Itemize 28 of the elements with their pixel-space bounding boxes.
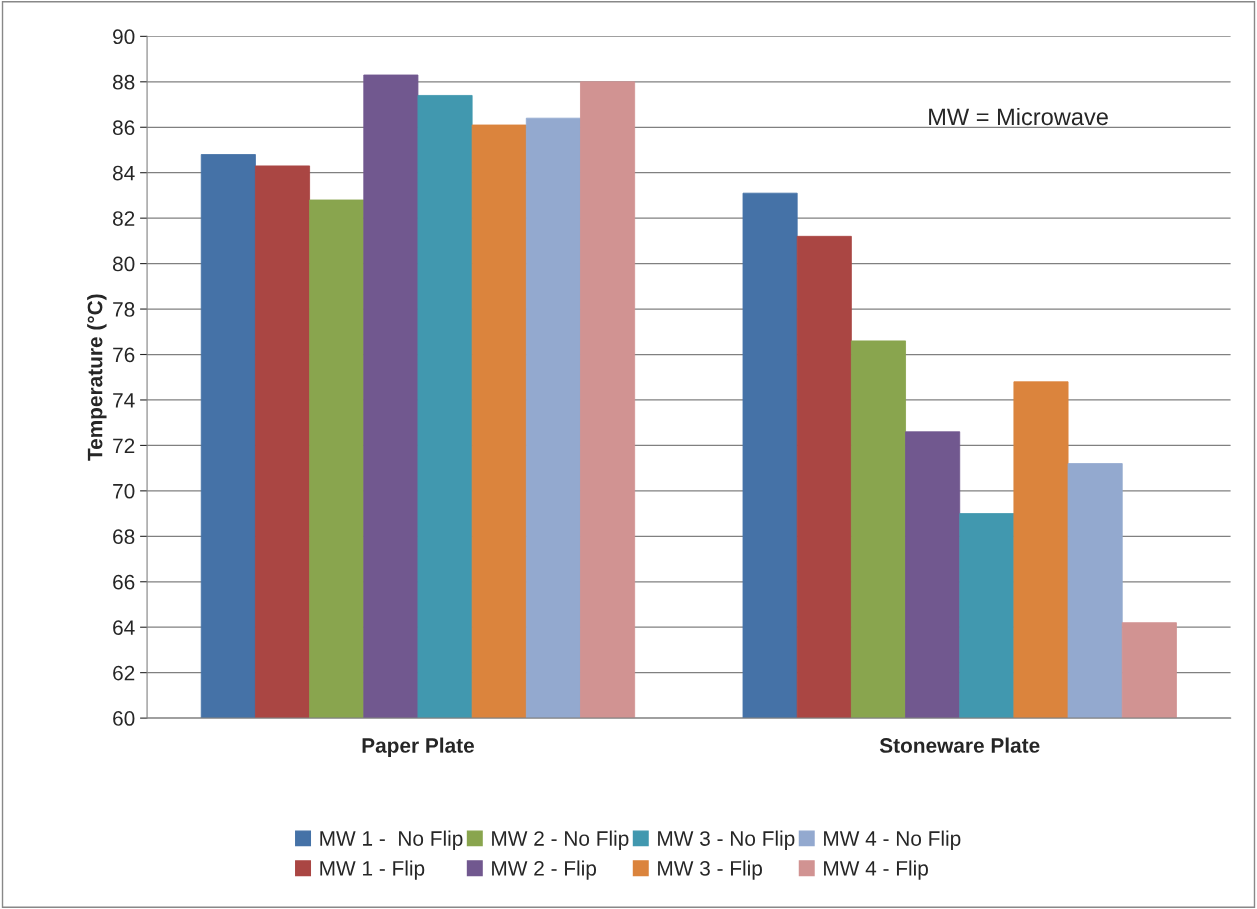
legend-label: MW 4 - No Flip xyxy=(824,830,961,850)
legend-label: MW 2 - No Flip xyxy=(492,830,629,850)
annotation: MW = Microwave xyxy=(929,107,1108,126)
y-tick-label: 68 xyxy=(113,529,135,545)
y-tick-label: 62 xyxy=(113,665,135,681)
x-tick-label: Stoneware Plate xyxy=(879,737,1040,753)
legend-label: MW 1 - Flip xyxy=(320,860,425,880)
y-tick-label: 90 xyxy=(113,29,135,45)
legend-label: MW 3 - Flip xyxy=(658,860,762,880)
legend-label: MW 2 - Flip xyxy=(492,860,597,880)
legend-label: MW 3 - No Flip xyxy=(658,830,795,850)
y-tick-label: 74 xyxy=(113,393,135,408)
y-tick-label: 84 xyxy=(113,165,135,181)
y-tick-label: 80 xyxy=(113,256,135,272)
legend-label: MW 1 - No Flip xyxy=(320,830,463,850)
y-tick-label: 82 xyxy=(113,211,135,226)
y-tick-label: 86 xyxy=(113,120,135,136)
y-axis-title: Temperature (°C) xyxy=(87,294,107,461)
y-tick-label: 60 xyxy=(113,711,135,726)
y-tick-label: 72 xyxy=(113,438,135,453)
y-tick-label: 88 xyxy=(113,74,135,90)
x-tick-label: Paper Plate xyxy=(362,737,474,757)
y-tick-label: 66 xyxy=(113,574,135,590)
y-tick-label: 70 xyxy=(113,483,135,499)
legend-label: MW 4 - Flip xyxy=(824,860,928,880)
y-tick-label: 78 xyxy=(113,302,135,317)
y-tick-label: 64 xyxy=(113,620,135,635)
y-tick-label: 76 xyxy=(113,347,135,363)
